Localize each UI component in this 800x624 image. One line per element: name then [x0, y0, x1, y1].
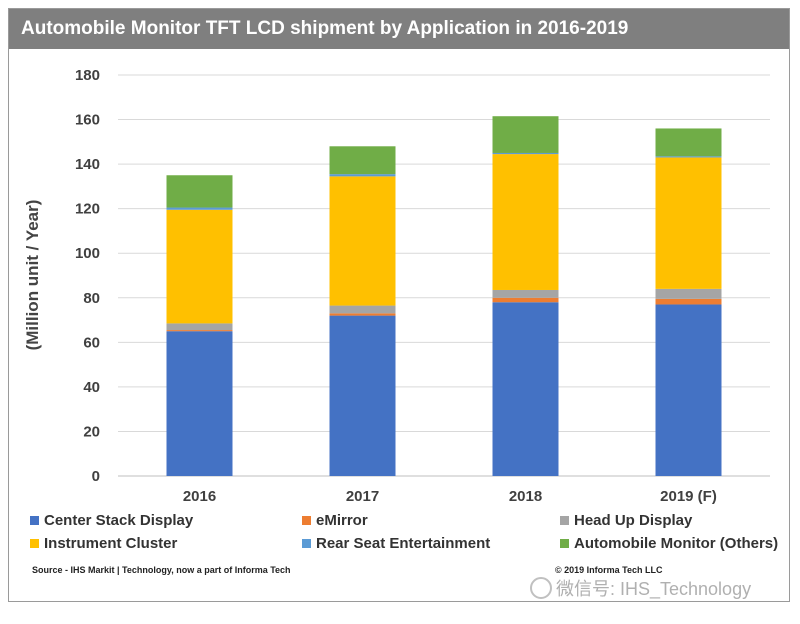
legend-item-head-up: Head Up Display — [560, 512, 692, 529]
legend-label: eMirror — [316, 512, 368, 529]
legend-item-others: Automobile Monitor (Others) — [560, 535, 778, 552]
x-tick-label: 2019 (F) — [660, 488, 717, 505]
bar-segment — [492, 297, 559, 303]
bar-segment — [492, 289, 559, 298]
watermark: 微信号: IHS_Technology — [530, 575, 751, 601]
bar-segment — [166, 209, 233, 324]
bar-segment — [166, 175, 233, 208]
y-tick-label: 160 — [75, 112, 100, 129]
bar-segment — [329, 313, 396, 316]
copyright-note: © 2019 Informa Tech LLC — [555, 565, 663, 575]
x-tick-label: 2018 — [509, 488, 542, 505]
y-tick-labels: 0 20 40 60 80 100 120 140 160 180 — [75, 67, 100, 485]
y-tick-label: 100 — [75, 245, 100, 262]
legend-label: Head Up Display — [574, 512, 693, 529]
y-tick-label: 20 — [83, 423, 100, 440]
x-tick-label: 2016 — [183, 488, 216, 505]
bar-segment — [166, 323, 233, 331]
legend-swatch — [560, 516, 569, 525]
bar-segment — [492, 116, 559, 153]
legend-item-center-stack: Center Stack Display — [30, 512, 193, 529]
bar-segment — [492, 152, 559, 155]
legend-item-instrument: Instrument Cluster — [30, 535, 177, 552]
bar-segment — [655, 156, 722, 158]
legend-swatch — [302, 539, 311, 548]
legend-label: Center Stack Display — [44, 512, 194, 529]
bar-segment — [329, 174, 396, 177]
y-tick-label: 40 — [83, 379, 100, 396]
bar-segment — [655, 304, 722, 476]
legend-swatch — [30, 516, 39, 525]
bar-segment — [329, 176, 396, 306]
source-note: Source - IHS Markit | Technology, now a … — [32, 565, 291, 575]
bar-segment — [329, 315, 396, 476]
bar-segment — [492, 302, 559, 476]
bar-segment — [492, 154, 559, 290]
bar-segment — [329, 146, 396, 175]
x-tick-label: 2017 — [346, 488, 379, 505]
y-tick-label: 120 — [75, 201, 100, 218]
legend-label: Rear Seat Entertainment — [316, 535, 491, 552]
y-tick-label: 180 — [75, 67, 100, 84]
y-tick-label: 140 — [75, 156, 100, 173]
x-tick-labels: 2016 2017 2018 2019 (F) — [183, 488, 717, 505]
y-tick-label: 80 — [83, 290, 100, 307]
legend-item-rear-seat: Rear Seat Entertainment — [302, 535, 490, 552]
y-tick-label: 0 — [92, 468, 100, 485]
legend-swatch — [560, 539, 569, 548]
y-axis-label: (Million unit / Year) — [23, 200, 42, 351]
legend-item-emirror: eMirror — [302, 512, 368, 529]
legend-swatch — [302, 516, 311, 525]
bar-segment — [166, 331, 233, 476]
bar-segment — [655, 298, 722, 305]
wechat-icon — [530, 577, 552, 599]
legend-label: Instrument Cluster — [44, 535, 178, 552]
legend-swatch — [30, 539, 39, 548]
bar-segment — [166, 330, 233, 332]
chart-title: Automobile Monitor TFT LCD shipment by A… — [9, 9, 789, 49]
bar-segment — [655, 157, 722, 289]
bars — [166, 116, 722, 476]
bar-segment — [655, 288, 722, 299]
bar-segment — [166, 207, 233, 210]
legend-label: Automobile Monitor (Others) — [574, 535, 779, 552]
watermark-text: 微信号: IHS_Technology — [556, 579, 752, 599]
bar-segment — [329, 305, 396, 314]
y-tick-label: 60 — [83, 334, 100, 351]
bar-segment — [655, 128, 722, 157]
